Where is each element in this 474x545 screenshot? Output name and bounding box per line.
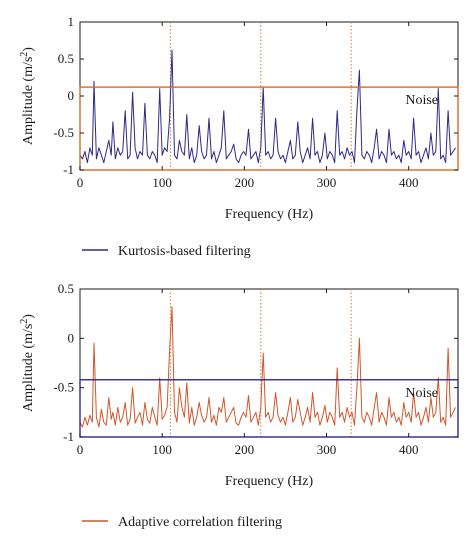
x-tick-label: 400 <box>399 442 419 457</box>
x-axis-label: Frequency (Hz) <box>225 207 314 222</box>
x-tick-label: 0 <box>77 442 84 457</box>
y-tick-label: -1 <box>63 429 74 444</box>
legend-label-adaptive: Adaptive correlation filtering <box>118 515 282 530</box>
noise-box <box>79 379 459 438</box>
x-tick-label: 0 <box>77 175 84 190</box>
series-line-0 <box>79 306 456 428</box>
y-tick-label: -0.5 <box>53 380 74 395</box>
y-tick-label: -1 <box>63 162 74 177</box>
x-tick-label: 300 <box>317 175 337 190</box>
chart-panel-kurtosis: Noise 0 100 200 300 400 -1 -0.5 0 0.5 1 Frequenc… <box>19 14 459 259</box>
series-line-0 <box>79 49 456 164</box>
plot-frame <box>79 21 459 171</box>
y-axis-ticks: -1 -0.5 0 0.5 1 <box>53 14 458 177</box>
chart-panel-adaptive: Noise 0 100 200 300 400 -1 -0.5 0 0.5 Frequency… <box>19 281 459 530</box>
x-axis-ticks: 0 100 200 300 400 <box>77 289 419 457</box>
y-axis-ticks: -1 -0.5 0 0.5 <box>53 281 458 444</box>
y-axis-label: Amplitude (m/s2) <box>19 47 36 145</box>
noise-box <box>79 86 459 171</box>
noise-label: Noise <box>405 386 438 401</box>
y-tick-label: 0.5 <box>58 281 74 296</box>
noise-band: Noise <box>79 379 459 438</box>
series-layer <box>79 306 456 428</box>
x-tick-label: 300 <box>317 442 337 457</box>
x-axis-ticks: 0 100 200 300 400 <box>77 22 419 190</box>
x-tick-label: 100 <box>152 175 172 190</box>
y-tick-label: 0 <box>68 330 75 345</box>
series-layer <box>79 49 456 164</box>
x-tick-label: 200 <box>235 442 255 457</box>
x-tick-label: 100 <box>152 442 172 457</box>
x-tick-label: 400 <box>399 175 419 190</box>
x-axis-label: Frequency (Hz) <box>225 474 314 489</box>
y-tick-label: -0.5 <box>53 125 74 140</box>
noise-band: Noise <box>79 86 459 171</box>
noise-label: Noise <box>405 93 438 108</box>
y-axis-label: Amplitude (m/s2) <box>19 314 36 412</box>
y-tick-label: 0 <box>68 88 75 103</box>
frequency-markers <box>169 289 352 437</box>
y-tick-label: 0.5 <box>58 51 74 66</box>
x-tick-label: 200 <box>235 175 255 190</box>
legend-label-kurtosis: Kurtosis-based filtering <box>118 244 251 259</box>
y-tick-label: 1 <box>68 14 75 29</box>
